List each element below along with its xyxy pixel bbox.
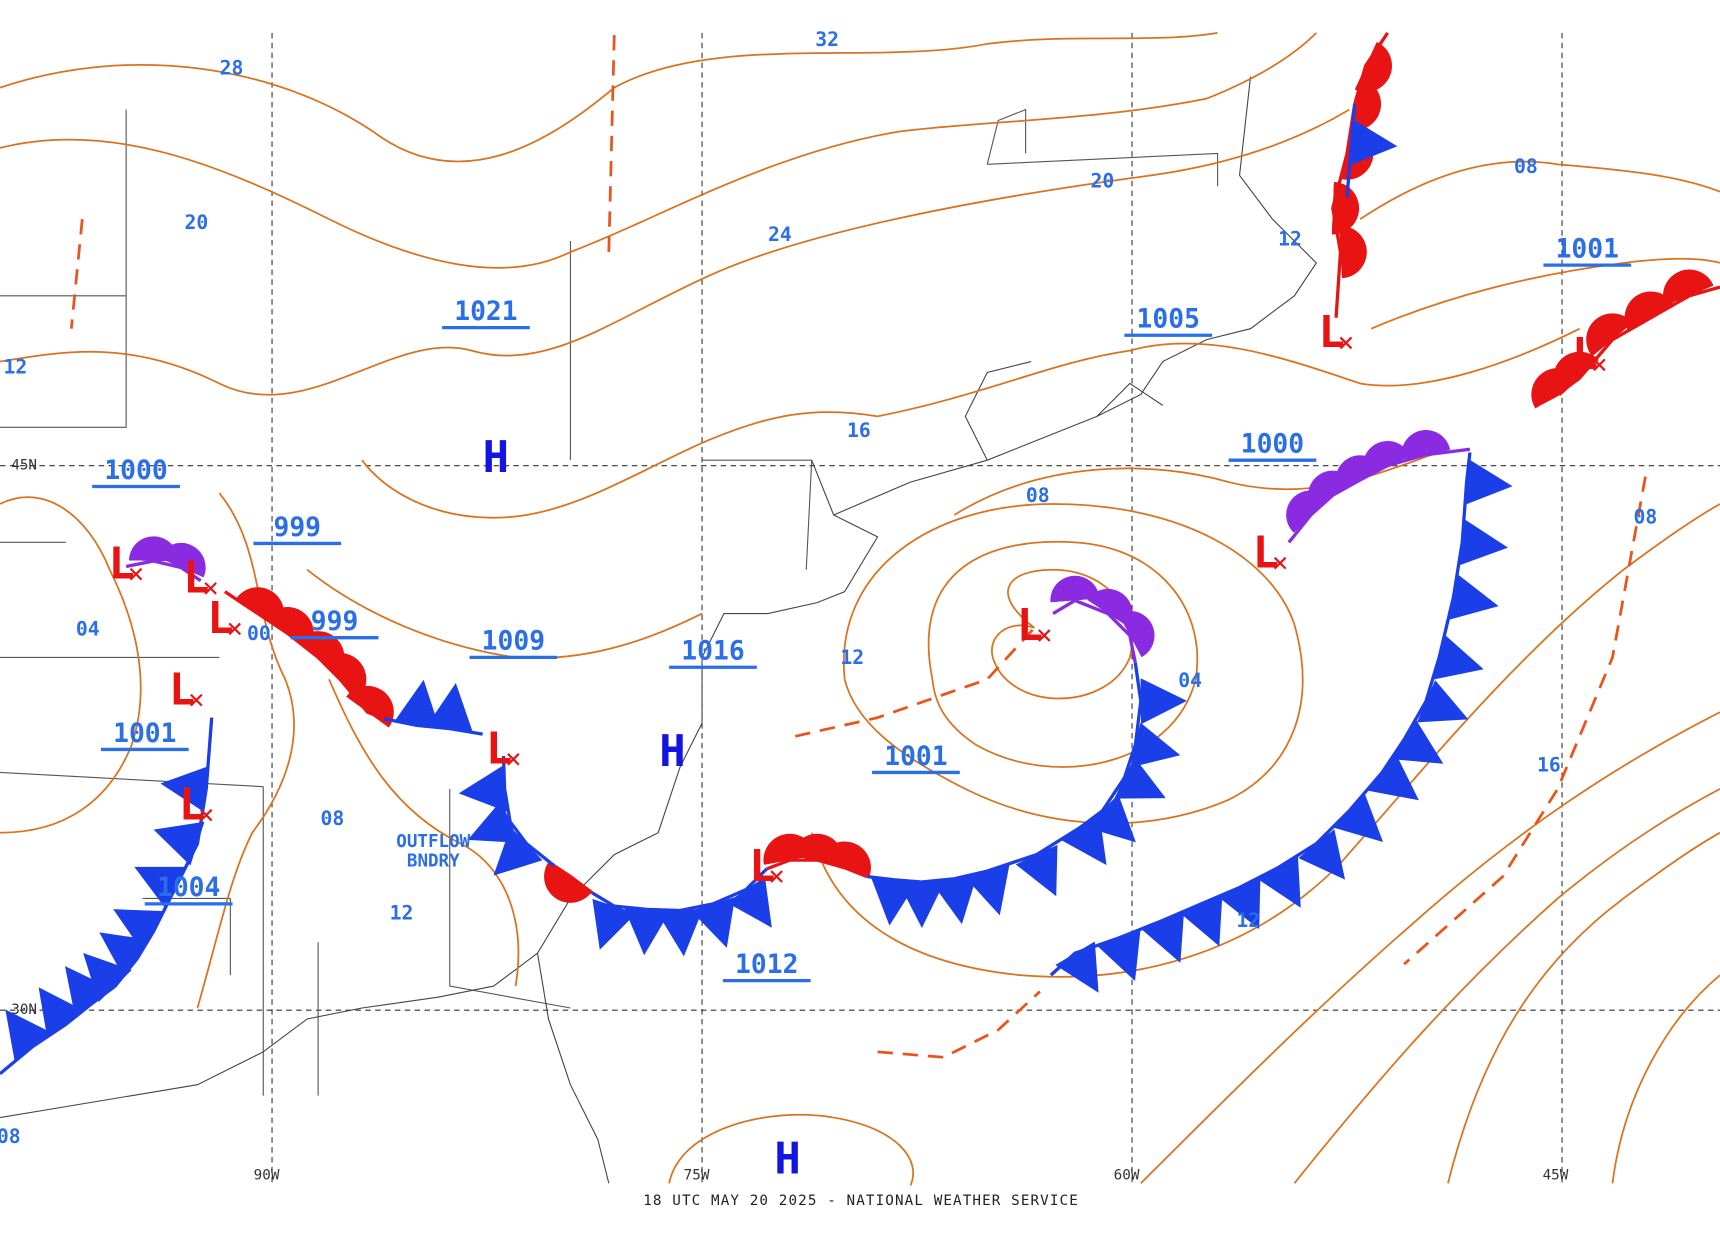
low-cross [770, 870, 783, 883]
lat-label: 45N [11, 458, 37, 474]
low-cross [204, 582, 217, 595]
low-center: L [749, 841, 775, 892]
low-cross [129, 567, 143, 581]
isobar-label: 28 [220, 57, 244, 80]
low-cross [507, 753, 520, 766]
pressure-label: 1012 [735, 950, 798, 980]
isobar-label: 16 [1537, 753, 1561, 776]
isobar-label: 08 [1514, 155, 1538, 178]
lon-label: 75W [684, 1168, 710, 1184]
isobar-label: 12 [840, 646, 864, 669]
high-center: H [483, 432, 509, 483]
borders [0, 76, 1318, 1184]
isobar-label: 04 [1178, 669, 1202, 692]
pressure-label: 1009 [482, 627, 545, 657]
annotation: OUTFLOW [396, 832, 470, 852]
lon-label: 45W [1543, 1168, 1569, 1184]
isobar-label: 16 [847, 419, 871, 442]
isobar-label: 00 [247, 622, 271, 645]
isobar-label: 12 [390, 901, 414, 924]
pressure-label: 1005 [1137, 305, 1200, 335]
pressure-label: 1000 [104, 456, 167, 486]
pressure-label: 1021 [454, 297, 517, 327]
low-cross [1273, 556, 1287, 570]
isobar-label: 20 [184, 211, 208, 234]
low-center: L [169, 664, 195, 715]
isobar-label: 08 [320, 807, 344, 830]
lat-label: 30N [11, 1002, 37, 1018]
isobar-label: 20 [1091, 169, 1115, 192]
low-center: L [183, 553, 209, 604]
fronts [0, 31, 1720, 1076]
high-center: H [774, 1133, 800, 1184]
isobar-label: 24 [768, 223, 792, 246]
low-center: L [179, 780, 205, 831]
pressure-label: 1016 [681, 637, 744, 667]
low-center: L [207, 593, 233, 644]
lon-label: 60W [1114, 1168, 1140, 1184]
pressure-label: 1001 [884, 742, 947, 772]
isobars [0, 32, 1720, 1186]
pressure-label: 1001 [1556, 234, 1619, 264]
pressure-label: 1001 [113, 719, 176, 749]
low-center: L [109, 538, 135, 589]
footer: 18 UTC MAY 20 2025 - NATIONAL WEATHER SE… [643, 1193, 1079, 1209]
low-cross [1339, 336, 1353, 350]
isobar-label: 08 [1026, 484, 1050, 507]
isobar-label: 04 [76, 618, 100, 641]
pressure-label: 999 [311, 607, 359, 637]
grid [0, 32, 1720, 1186]
low-center: L [1253, 528, 1279, 579]
isobar-label: 08 [1634, 506, 1658, 529]
isobar-label: 12 [1236, 909, 1260, 932]
low-center: L [486, 724, 512, 775]
isobar-label: 32 [815, 28, 839, 51]
isobar-label: 12 [3, 356, 27, 379]
low-cross [1593, 358, 1606, 372]
pressure-label: 999 [274, 513, 322, 543]
pressure-label: 1004 [157, 873, 220, 903]
troughs [69, 35, 1647, 1059]
pressure-label: 1000 [1241, 430, 1304, 460]
low-center: L [1017, 600, 1043, 651]
low-cross [228, 622, 242, 636]
high-center: H [659, 726, 685, 777]
low-center: L [1318, 307, 1344, 358]
low-cross [1038, 629, 1051, 642]
low-cross [199, 808, 213, 822]
annotation: BNDRY [407, 852, 460, 872]
low-cross [190, 693, 203, 707]
lon-label: 90W [254, 1168, 280, 1184]
low-center: L [1572, 329, 1598, 380]
isobar-label: 12 [1278, 227, 1302, 250]
isobar-label: 08 [0, 1125, 21, 1148]
